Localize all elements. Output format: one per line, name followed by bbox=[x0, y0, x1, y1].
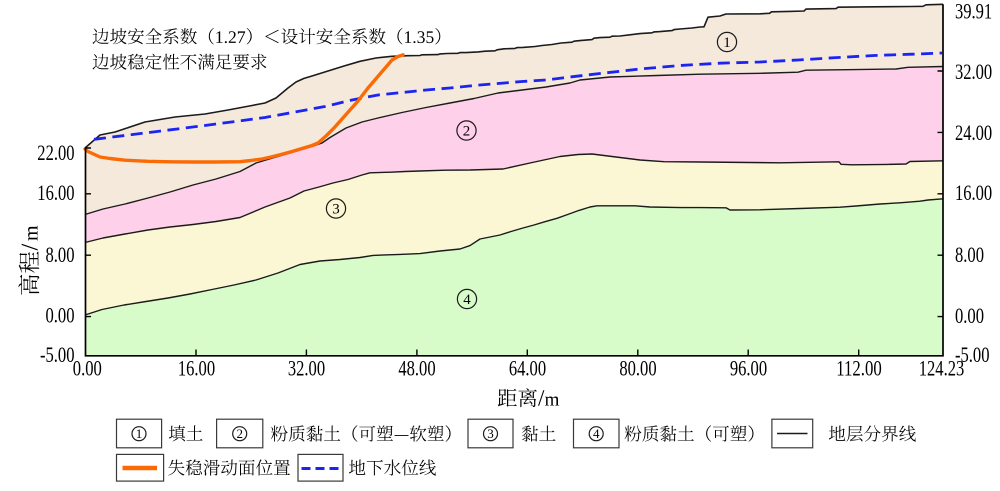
svg-text:112.00: 112.00 bbox=[836, 355, 882, 380]
svg-text:64.00: 64.00 bbox=[509, 355, 546, 380]
svg-text:1: 1 bbox=[136, 426, 143, 441]
svg-text:8.00: 8.00 bbox=[955, 242, 984, 267]
svg-text:39.91: 39.91 bbox=[955, 0, 992, 23]
svg-text:24.00: 24.00 bbox=[955, 120, 992, 145]
svg-text:1: 1 bbox=[723, 35, 731, 51]
svg-text:0.00: 0.00 bbox=[46, 302, 75, 327]
svg-text:16.00: 16.00 bbox=[178, 355, 215, 380]
svg-text:32.00: 32.00 bbox=[288, 355, 325, 380]
svg-text:4: 4 bbox=[593, 426, 600, 441]
svg-text:0.00: 0.00 bbox=[73, 355, 102, 380]
svg-text:48.00: 48.00 bbox=[398, 355, 435, 380]
svg-text:96.00: 96.00 bbox=[730, 355, 767, 380]
svg-text:2: 2 bbox=[236, 426, 243, 441]
svg-text:-5.00: -5.00 bbox=[955, 342, 990, 367]
svg-text:124.23: 124.23 bbox=[919, 355, 965, 380]
svg-text:32.00: 32.00 bbox=[955, 59, 992, 84]
svg-text:3: 3 bbox=[332, 202, 340, 218]
svg-text:16.00: 16.00 bbox=[37, 180, 74, 205]
svg-text:4: 4 bbox=[463, 292, 471, 308]
svg-text:8.00: 8.00 bbox=[46, 242, 75, 267]
svg-text:2: 2 bbox=[463, 124, 471, 140]
svg-text:22.00: 22.00 bbox=[37, 140, 74, 165]
svg-text:16.00: 16.00 bbox=[955, 180, 992, 205]
svg-text:3: 3 bbox=[487, 426, 494, 441]
svg-text:0.00: 0.00 bbox=[955, 303, 984, 328]
svg-text:-5.00: -5.00 bbox=[40, 342, 75, 367]
svg-text:80.00: 80.00 bbox=[619, 355, 656, 380]
